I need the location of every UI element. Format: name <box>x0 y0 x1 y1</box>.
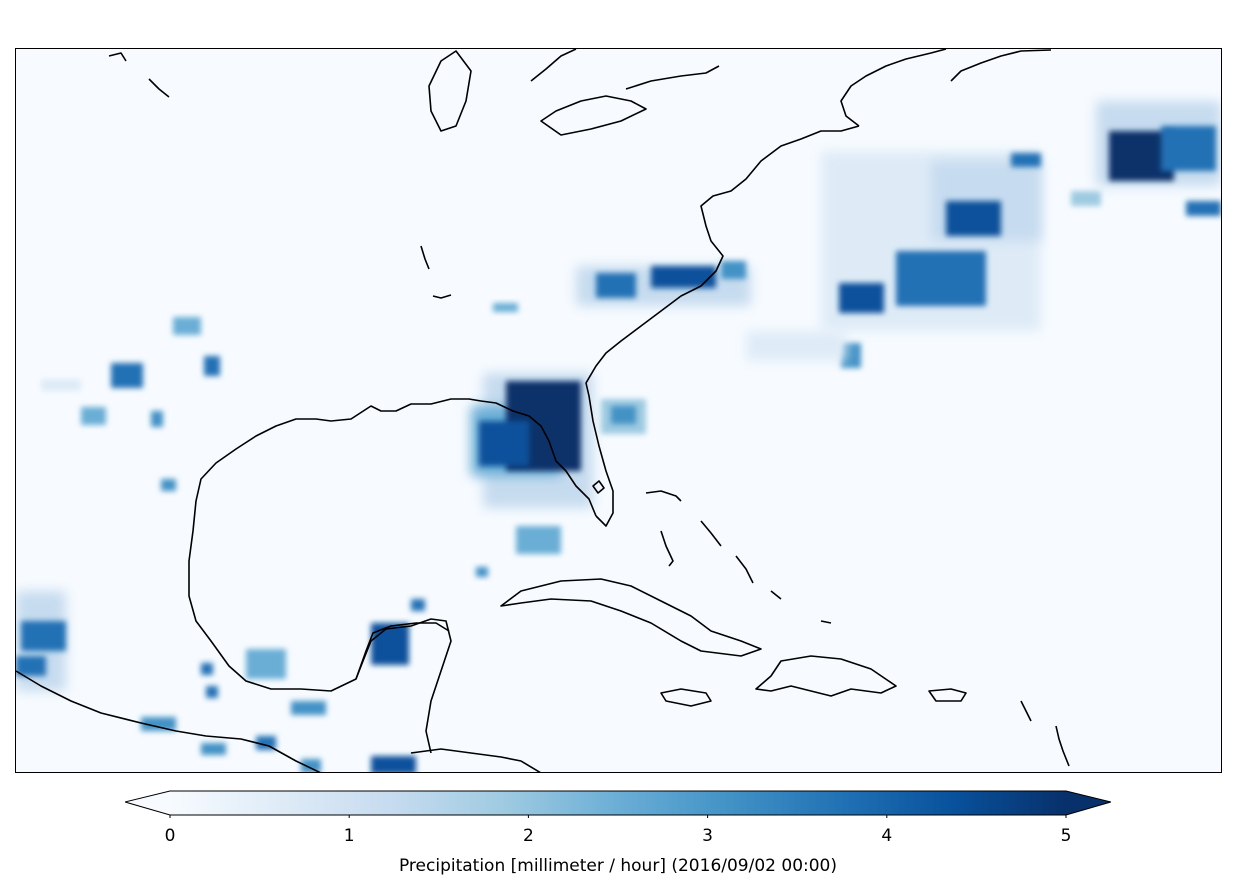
precip-western-scattered <box>41 317 220 491</box>
colorbar-tick-label: 4 <box>881 826 893 846</box>
precip-mexico-central-america <box>16 591 425 772</box>
precip-carolina-band <box>493 261 751 312</box>
precipitation-map <box>15 48 1222 773</box>
colorbar-tick-label: 5 <box>1060 826 1072 846</box>
colorbar-gradient <box>170 791 1066 815</box>
colorbar-extend-high <box>1066 791 1111 815</box>
colorbar <box>125 790 1111 818</box>
coastlines <box>16 49 1070 772</box>
colorbar-tick-label: 3 <box>702 826 714 846</box>
precip-ne-atlantic <box>1096 101 1221 216</box>
colorbar-tick-label: 1 <box>343 826 355 846</box>
precip-florida-system <box>471 373 646 577</box>
colorbar-tick-label: 0 <box>164 826 176 846</box>
colorbar-tick-label: 2 <box>522 826 534 846</box>
colorbar-extend-low <box>125 791 170 815</box>
colorbar-label: Precipitation [millimeter / hour] (2016/… <box>398 856 838 876</box>
precip-atlantic-band <box>746 151 1101 368</box>
